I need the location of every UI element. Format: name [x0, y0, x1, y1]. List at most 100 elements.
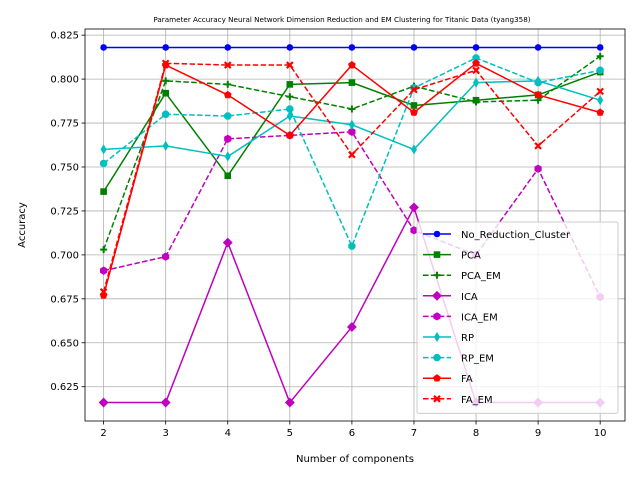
- data-point-ica: [346, 322, 357, 332]
- data-point-fa-em: [410, 85, 418, 94]
- data-point-rp: [224, 151, 231, 162]
- legend-marker: [433, 331, 441, 343]
- data-point-rp-em: [99, 159, 108, 168]
- legend-marker: [433, 230, 441, 238]
- data-point-pca: [286, 81, 294, 88]
- data-point-pca: [410, 102, 418, 109]
- series-no-reduction-cluster: [100, 44, 604, 51]
- data-point-ica-em: [348, 127, 356, 136]
- data-point-no-reduction-cluster: [596, 44, 604, 51]
- data-point-fa-em: [286, 61, 294, 69]
- x-tick-label: 10: [594, 428, 607, 439]
- x-tick-label: 6: [349, 428, 355, 439]
- data-point-rp-em: [534, 78, 542, 87]
- y-tick-label: 0.700: [50, 250, 79, 261]
- data-point-fa-em: [99, 288, 108, 296]
- data-point-pca-em: [224, 80, 232, 88]
- data-point-no-reduction-cluster: [100, 44, 107, 51]
- x-tick-label: 8: [473, 428, 479, 439]
- y-tick-label: 0.800: [50, 75, 79, 86]
- x-tick-label: 7: [411, 428, 417, 439]
- x-axis-label: Number of components: [296, 454, 414, 465]
- data-point-fa-em: [596, 87, 604, 96]
- data-point-no-reduction-cluster: [472, 44, 480, 51]
- data-point-fa: [534, 90, 542, 99]
- x-tick-label: 2: [100, 428, 106, 439]
- data-point-rp-em: [286, 105, 294, 113]
- data-point-fa: [596, 108, 605, 116]
- data-point-rp: [410, 144, 418, 155]
- data-point-rp-em: [162, 110, 170, 118]
- data-point-fa: [285, 131, 294, 139]
- data-point-pca: [162, 89, 169, 97]
- legend-item-ica: ICA: [423, 290, 478, 303]
- y-tick-label: 0.625: [50, 382, 79, 393]
- legend-label: PCA: [461, 251, 481, 262]
- data-point-pca: [100, 188, 107, 195]
- x-tick-label: 9: [535, 428, 541, 439]
- data-point-pca-em: [348, 105, 356, 113]
- legend-label: ICA_EM: [461, 312, 498, 323]
- legend-frame: [416, 221, 619, 414]
- legend-marker: [432, 290, 442, 301]
- series-fa-em: [99, 59, 604, 296]
- legend-item-no-reduction-cluster: No_Reduction_Cluster: [423, 230, 571, 241]
- legend-marker: [433, 312, 441, 321]
- series-line-rp-em: [103, 57, 601, 247]
- data-point-no-reduction-cluster: [348, 44, 356, 51]
- data-point-fa: [348, 60, 356, 69]
- y-tick-label: 0.650: [50, 338, 79, 349]
- legend-label: FA_EM: [461, 395, 493, 406]
- data-point-rp: [472, 77, 480, 88]
- y-tick-label: 0.750: [50, 162, 79, 173]
- data-point-ica: [98, 397, 109, 408]
- data-point-pca-em: [472, 98, 480, 106]
- legend-marker: [433, 353, 441, 362]
- legend-item-rp: RP: [423, 331, 474, 344]
- legend-label: RP: [461, 333, 474, 344]
- ticks: 2 3 4 5 6 7 8 9 10 0.625 0.650 0.675 0.700 0.725 0.750…: [50, 31, 606, 439]
- data-point-fa-em: [534, 142, 542, 150]
- legend-item-rp-em: RP_EM: [423, 354, 494, 365]
- data-point-fa: [472, 59, 480, 67]
- data-point-rp-em: [224, 112, 232, 120]
- x-tick-label: 4: [225, 428, 231, 439]
- data-point-rp: [348, 119, 355, 130]
- legend-marker: [433, 395, 441, 403]
- data-point-fa-em: [161, 59, 170, 68]
- data-point-fa-em: [348, 150, 356, 159]
- data-point-pca-em: [596, 52, 604, 60]
- legend-marker: [433, 374, 441, 382]
- data-point-fa: [410, 108, 418, 116]
- x-tick-label: 3: [163, 428, 169, 439]
- data-point-ica-em: [224, 134, 232, 144]
- data-point-ica: [222, 237, 233, 248]
- data-point-no-reduction-cluster: [162, 44, 169, 51]
- data-point-pca-em: [100, 246, 108, 254]
- y-axis-label: Accuracy: [17, 202, 28, 248]
- legend-item-fa-em: FA_EM: [423, 395, 493, 406]
- data-point-no-reduction-cluster: [410, 44, 418, 51]
- data-point-fa-em: [472, 66, 480, 75]
- data-point-rp: [100, 144, 107, 155]
- data-point-rp: [597, 95, 604, 106]
- data-point-pca: [224, 172, 232, 180]
- data-point-rp-em: [348, 242, 356, 250]
- legend-item-pca: PCA: [423, 251, 481, 262]
- data-point-pca-em: [162, 77, 170, 85]
- data-point-fa: [223, 90, 232, 99]
- chart-title: Parameter Accuracy Neural Network Dimens…: [153, 15, 530, 24]
- data-point-no-reduction-cluster: [286, 44, 294, 51]
- data-point-ica-em: [410, 226, 418, 235]
- legend-item-fa: FA: [423, 374, 473, 385]
- data-point-pca: [348, 79, 356, 86]
- data-point-ica-em: [100, 266, 108, 275]
- data-point-fa-em: [223, 61, 232, 69]
- series-pca-em: [100, 52, 604, 254]
- y-tick-label: 0.825: [50, 31, 79, 42]
- data-point-no-reduction-cluster: [224, 44, 232, 51]
- y-tick-label: 0.725: [50, 206, 79, 217]
- legend-item-pca-em: PCA_EM: [423, 271, 501, 282]
- data-point-ica: [160, 397, 171, 408]
